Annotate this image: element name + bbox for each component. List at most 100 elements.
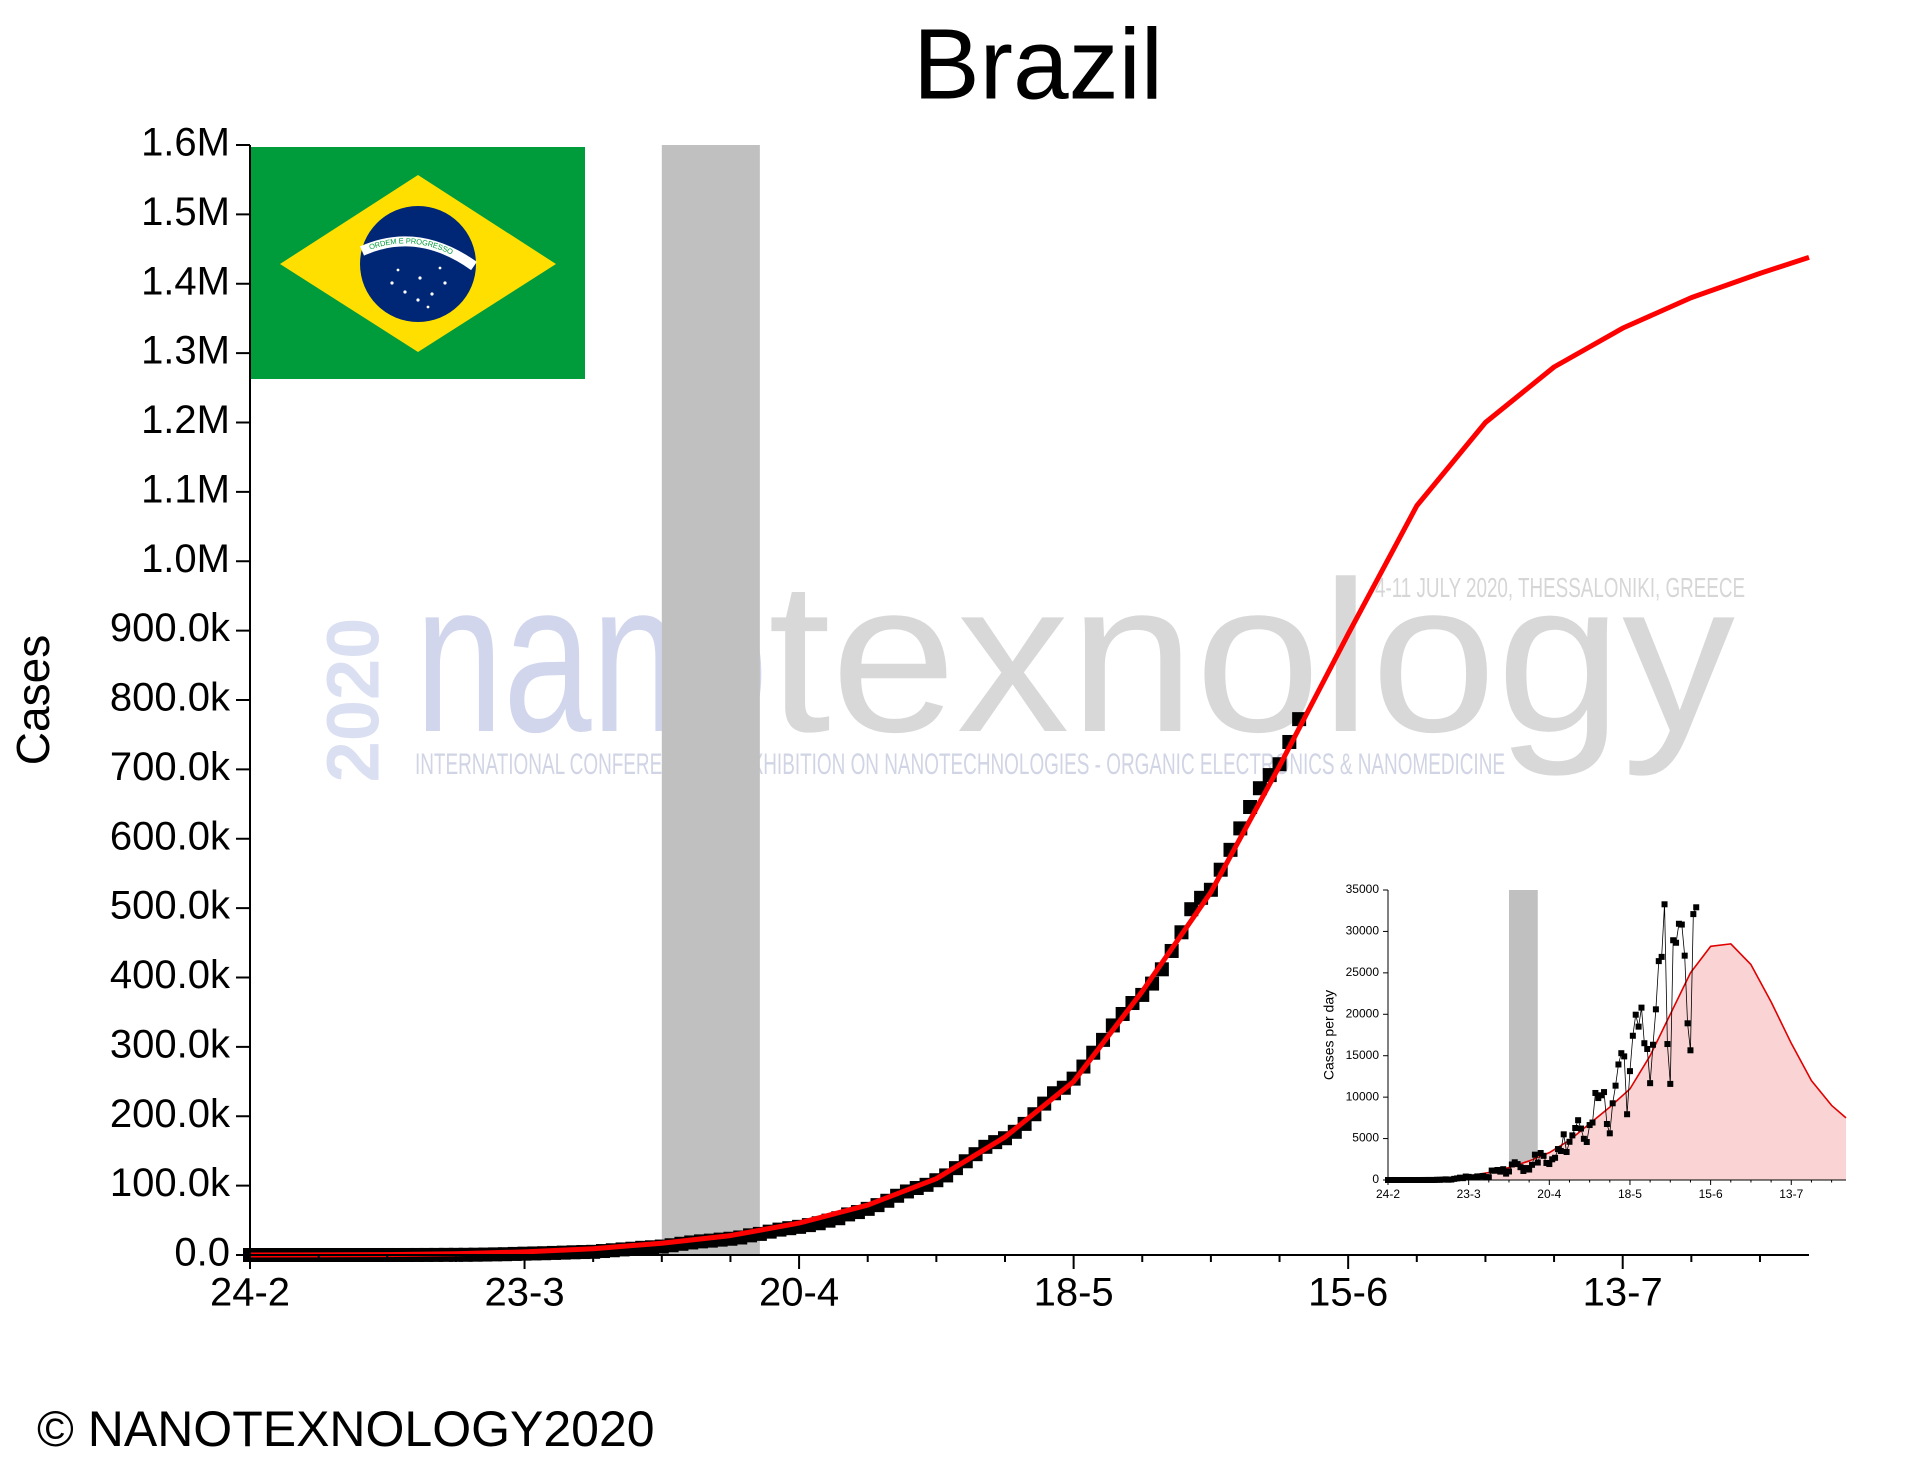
data-point [1552, 1154, 1559, 1161]
y-tick-label: 900.0k [110, 606, 231, 650]
watermark-word: texnology [768, 536, 1736, 777]
data-point [1647, 1080, 1654, 1087]
y-tick-label: 200.0k [110, 1092, 231, 1136]
data-point [1505, 1168, 1512, 1175]
y-tick-label: 25000 [1346, 965, 1380, 979]
y-tick-label: 30000 [1346, 924, 1380, 938]
flag-stars [390, 266, 447, 309]
data-point [1580, 1135, 1587, 1142]
inset-y-axis-label: Cases per day [1321, 990, 1337, 1080]
y-tick-label: 5000 [1352, 1131, 1379, 1145]
y-tick-label: 15000 [1346, 1048, 1380, 1062]
data-point [1566, 1138, 1573, 1145]
series-line [249, 255, 1810, 1258]
y-tick-label: 1.6M [141, 121, 230, 165]
data-point [1609, 1100, 1616, 1107]
data-point [1577, 1125, 1584, 1132]
data-point [1644, 1045, 1651, 1052]
data-point [1529, 1161, 1536, 1168]
data-point [1598, 1092, 1605, 1099]
x-tick-label: 13-7 [1779, 1187, 1803, 1201]
data-point [1658, 953, 1665, 960]
data-point [1650, 1041, 1657, 1048]
flag-globe [360, 206, 476, 322]
y-tick-label: 800.0k [110, 676, 231, 720]
data-point [1606, 1130, 1613, 1137]
data-point [1681, 952, 1688, 959]
watermark: 2020 nano texnology INTERNATIONAL CONFER… [312, 536, 1745, 782]
y-tick-label: 10000 [1346, 1089, 1380, 1103]
data-point [1560, 1131, 1567, 1138]
x-tick-label: 13-7 [1583, 1271, 1663, 1315]
data-point [1589, 1119, 1596, 1126]
data-point [1690, 911, 1697, 918]
data-point [1546, 1161, 1553, 1168]
area [1388, 943, 1846, 1180]
x-tick-label: 15-6 [1699, 1187, 1723, 1201]
y-tick-label: 20000 [1346, 1006, 1380, 1020]
chart-title: Brazil [913, 8, 1163, 120]
y-tick-label: 0.0 [174, 1231, 230, 1275]
data-point [1601, 1089, 1608, 1096]
data-point [1667, 1080, 1674, 1087]
data-point [1572, 1124, 1579, 1131]
data-point [1621, 1053, 1628, 1060]
y-tick-label: 400.0k [110, 953, 231, 997]
x-tick-label: 23-3 [485, 1271, 565, 1315]
data-point [1615, 1061, 1622, 1068]
data-point [1638, 1004, 1645, 1011]
data-point [1693, 904, 1700, 911]
data-point [1531, 1151, 1538, 1158]
shaded-band [661, 145, 760, 1255]
data-point [1664, 1041, 1671, 1048]
data-point [1661, 901, 1668, 908]
y-tick-label: 1.3M [141, 329, 230, 373]
y-axis-label: Cases [7, 635, 59, 765]
x-tick-label: 20-4 [1537, 1187, 1561, 1201]
flag-band [359, 236, 477, 271]
data-point [1655, 958, 1662, 965]
data-point [1629, 1032, 1636, 1039]
data-point [1687, 1047, 1694, 1054]
data-point [1684, 1020, 1691, 1027]
watermark-event: 4-11 JULY 2020, THESSALONIKI, GREECE [1375, 572, 1745, 603]
data-point [1500, 1166, 1507, 1173]
data-point [1485, 1174, 1492, 1181]
data-point [1526, 1166, 1533, 1173]
data-point [1534, 1159, 1541, 1166]
data-point [1603, 1120, 1610, 1127]
data-point [1635, 1023, 1642, 1030]
data-point [1514, 1161, 1521, 1168]
flag: ORDEM E PROGRESSO [250, 147, 585, 379]
x-tick-label: 18-5 [1618, 1187, 1642, 1201]
y-tick-label: 600.0k [110, 814, 231, 858]
y-tick-label: 700.0k [110, 745, 231, 789]
data-point [1678, 921, 1685, 928]
data-point [1583, 1138, 1590, 1145]
y-tick-label: 100.0k [110, 1161, 231, 1205]
data-point [1673, 939, 1680, 946]
y-tick-label: 300.0k [110, 1022, 231, 1066]
x-tick-label: 24-2 [210, 1271, 290, 1315]
footer: © NANOTEXNOLOGY2020 [37, 1401, 655, 1457]
data-point [1557, 1147, 1564, 1154]
y-tick-label: 500.0k [110, 884, 231, 928]
data-point [1612, 1082, 1619, 1089]
data-point [1592, 1089, 1599, 1096]
y-tick-label: 1.4M [141, 259, 230, 303]
data-point [1563, 1149, 1570, 1156]
y-tick-label: 1.0M [141, 537, 230, 581]
data-point [1517, 1164, 1524, 1171]
data-point [1540, 1152, 1547, 1159]
data-point [1632, 1011, 1639, 1018]
shaded-band [1508, 890, 1538, 1180]
data-point [1641, 1040, 1648, 1047]
data-point [1618, 1050, 1625, 1057]
watermark-year: 2020 [312, 618, 395, 783]
data-point [1624, 1111, 1631, 1118]
x-tick-label: 20-4 [759, 1271, 839, 1315]
data-point [1575, 1117, 1582, 1124]
data-point [1652, 1006, 1659, 1013]
data-point [1626, 1068, 1633, 1075]
